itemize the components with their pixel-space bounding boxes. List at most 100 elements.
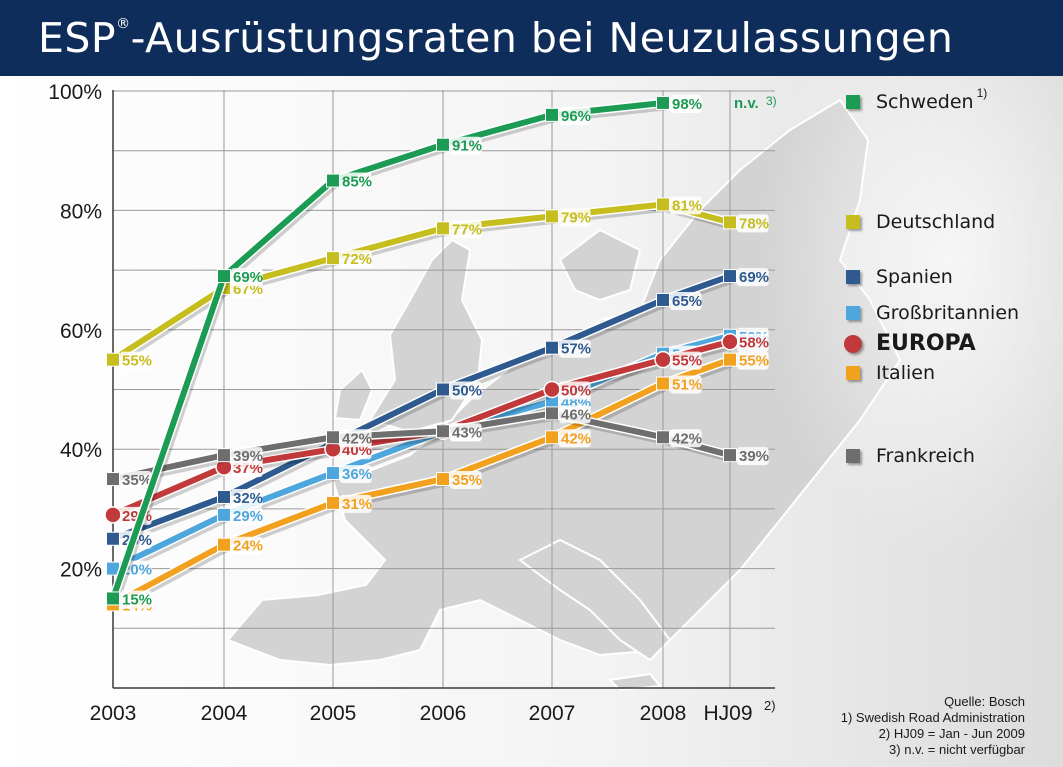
- data-label-bg: [670, 375, 702, 394]
- data-point: [436, 424, 450, 439]
- data-label: 42%: [672, 430, 702, 447]
- data-label-bg: [670, 196, 702, 215]
- square-marker-icon: [846, 366, 860, 380]
- na-note: 3): [766, 94, 777, 108]
- data-label: 55%: [739, 353, 769, 370]
- y-tick-label: 80%: [60, 200, 102, 223]
- data-label: 50%: [561, 383, 591, 400]
- series-layer: 14%24%31%35%42%51%55%20%29%36%43%48%56%5…: [104, 94, 769, 615]
- data-point: [654, 350, 672, 369]
- data-label: 42%: [561, 430, 591, 447]
- data-label: 55%: [672, 353, 702, 370]
- data-label: 29%: [233, 508, 263, 525]
- data-point: [543, 380, 561, 399]
- legend-label: Frankreich: [876, 445, 975, 467]
- x-tick-label: 2005: [310, 702, 357, 725]
- x-tick-label: 2007: [529, 702, 576, 725]
- data-point: [217, 537, 231, 552]
- x-tick-note: 2): [764, 698, 776, 713]
- y-axis-labels: 20% 40% 60% 80% 100%: [48, 81, 102, 582]
- data-label-bg: [120, 590, 152, 609]
- data-point: [723, 448, 737, 463]
- data-label-bg: [670, 94, 702, 113]
- na-label: n.v.: [734, 95, 759, 112]
- data-point: [436, 221, 450, 236]
- data-label-bg: [670, 291, 702, 310]
- circle-marker-icon: [844, 334, 862, 353]
- footnote-3: 3) n.v. = nicht verfügbar: [889, 742, 1025, 757]
- data-point: [656, 197, 670, 212]
- data-point: [106, 531, 120, 546]
- data-label: 65%: [672, 293, 702, 310]
- data-label-bg: [450, 220, 482, 239]
- data-label-bg: [340, 494, 372, 513]
- data-label: 77%: [452, 221, 482, 238]
- legend-note: 1): [976, 86, 988, 100]
- data-point: [217, 507, 231, 522]
- data-label-bg: [737, 214, 769, 233]
- data-label: 57%: [561, 341, 591, 358]
- data-label: 31%: [342, 496, 372, 513]
- data-label: 35%: [452, 472, 482, 489]
- legend-item: EUROPA: [844, 331, 976, 356]
- footnote-2: 2) HJ09 = Jan - Jun 2009: [878, 726, 1025, 741]
- data-point: [545, 340, 559, 355]
- data-label-bg: [450, 423, 482, 442]
- footnote-1: 1) Swedish Road Administration: [840, 710, 1025, 725]
- data-label-bg: [231, 506, 263, 525]
- data-label: 39%: [233, 448, 263, 465]
- data-label: 78%: [739, 215, 769, 232]
- data-point: [545, 406, 559, 421]
- legend-item: Frankreich: [846, 445, 975, 467]
- title-bar: ESP®-Ausrüstungsraten bei Neuzulassungen: [0, 0, 1063, 76]
- data-label: 32%: [233, 490, 263, 507]
- data-point: [436, 472, 450, 487]
- data-label: 42%: [342, 430, 372, 447]
- data-point: [436, 137, 450, 152]
- data-point: [106, 472, 120, 487]
- x-axis-labels: 2003 2004 2005 2006 2007 2008 HJ09 2): [90, 698, 776, 725]
- data-label-bg: [450, 381, 482, 400]
- data-point: [326, 430, 340, 445]
- data-point: [656, 95, 670, 110]
- data-label-bg: [231, 447, 263, 466]
- data-point: [721, 332, 739, 351]
- legend-label: EUROPA: [876, 331, 976, 356]
- square-marker-icon: [846, 95, 860, 109]
- data-point: [217, 448, 231, 463]
- data-point: [656, 292, 670, 307]
- data-label-bg: [450, 136, 482, 155]
- page-title: ESP®-Ausrüstungsraten bei Neuzulassungen: [38, 14, 954, 62]
- data-label-bg: [670, 429, 702, 448]
- square-marker-icon: [846, 215, 860, 229]
- data-label-bg: [737, 351, 769, 370]
- legend-item: Deutschland: [846, 211, 995, 233]
- data-label-bg: [670, 351, 702, 370]
- data-label-bg: [559, 339, 591, 358]
- legend-label: Deutschland: [876, 211, 996, 233]
- data-label: 15%: [122, 591, 152, 608]
- data-label-bg: [559, 381, 591, 400]
- x-tick-label: 2008: [640, 702, 687, 725]
- series-schweden: 15% 69% 85% 91% 96% 98%: [106, 94, 702, 609]
- data-label-bg: [559, 208, 591, 227]
- data-point: [656, 376, 670, 391]
- data-label: 98%: [672, 96, 702, 113]
- data-label-bg: [737, 333, 769, 352]
- square-marker-icon: [846, 449, 860, 463]
- data-label-bg: [559, 106, 591, 125]
- data-label-bg: [231, 536, 263, 555]
- data-label: 91%: [452, 138, 482, 155]
- x-tick-label: 2004: [201, 702, 248, 725]
- data-label-bg: [340, 250, 372, 269]
- x-tick-label: 2003: [90, 702, 137, 725]
- data-label-bg: [559, 429, 591, 448]
- data-point: [723, 215, 737, 230]
- legend-item: Schweden 1): [846, 86, 987, 113]
- data-label-bg: [340, 172, 372, 191]
- data-point: [723, 352, 737, 367]
- data-point: [326, 466, 340, 481]
- data-label: 24%: [233, 538, 263, 555]
- data-label: 36%: [342, 466, 372, 483]
- data-label-bg: [340, 429, 372, 448]
